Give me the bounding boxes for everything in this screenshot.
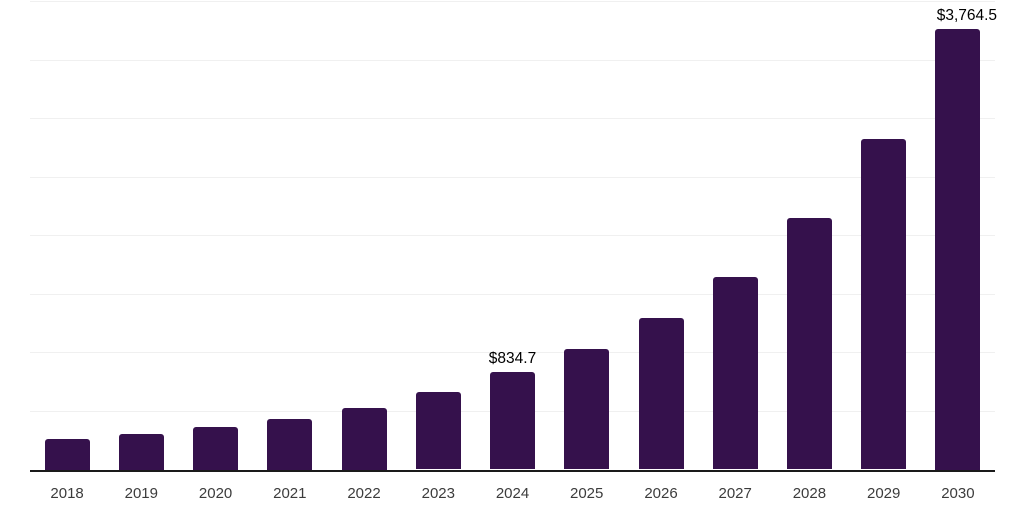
- bar-2030: [935, 28, 981, 470]
- x-tick-2021: 2021: [273, 485, 307, 502]
- x-tick-2025: 2025: [570, 485, 604, 502]
- bar-2019: [118, 434, 164, 470]
- bar-2027: [712, 276, 758, 470]
- data-label-2030: $3,764.5: [936, 6, 998, 24]
- data-label-2024: $834.7: [488, 349, 537, 367]
- x-tick-2019: 2019: [124, 485, 158, 502]
- x-tick-2027: 2027: [718, 485, 752, 502]
- x-tick-2020: 2020: [198, 485, 233, 502]
- gridline-1000: [30, 352, 995, 354]
- gridline-1500: [30, 293, 995, 295]
- gridline-4000: [30, 0, 995, 2]
- bar-2026: [638, 317, 684, 470]
- x-tick-2029: 2029: [867, 485, 901, 502]
- bar-2029: [861, 139, 907, 470]
- x-tick-2024: 2024: [495, 485, 530, 502]
- x-tick-2026: 2026: [644, 485, 678, 502]
- gridline-2000: [30, 235, 995, 237]
- gridline-2500: [30, 176, 995, 178]
- x-tick-2023: 2023: [421, 485, 455, 502]
- bar-2020: [193, 427, 239, 470]
- bar-2028: [786, 217, 832, 470]
- bar-2023: [415, 392, 461, 470]
- x-axis-line: [30, 469, 995, 472]
- bar-2018: [44, 439, 90, 470]
- x-tick-2018: 2018: [50, 485, 84, 502]
- x-tick-2022: 2022: [347, 485, 381, 502]
- gridline-3000: [30, 118, 995, 120]
- bar-2024: [490, 371, 535, 470]
- bar-2021: [267, 419, 313, 470]
- gridline-3500: [30, 59, 995, 61]
- bar-2025: [564, 348, 610, 470]
- x-tick-2028: 2028: [792, 485, 827, 502]
- bar-2022: [341, 408, 387, 470]
- x-tick-2030: 2030: [941, 485, 975, 502]
